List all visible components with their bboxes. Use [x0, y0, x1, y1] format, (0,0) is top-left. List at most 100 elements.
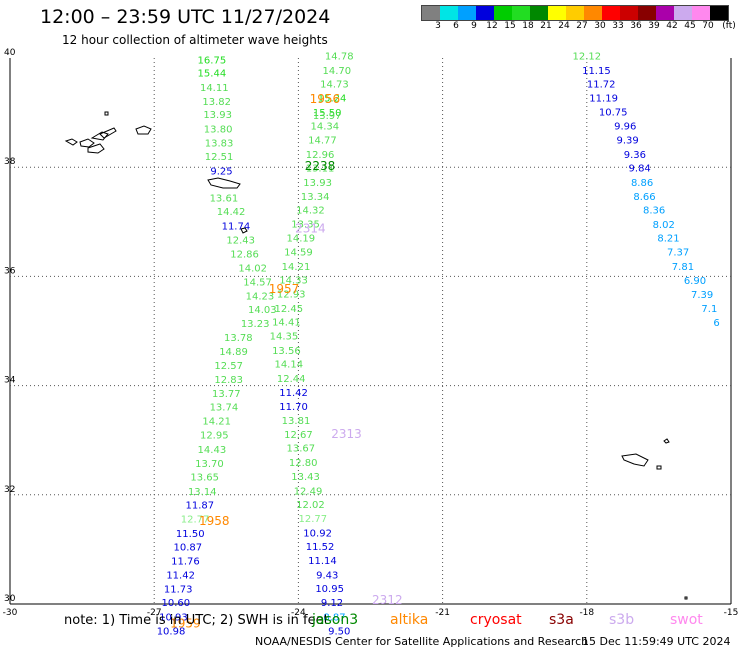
colorbar-label: 9: [471, 21, 477, 31]
wave-height-value: 13.70: [195, 459, 224, 470]
coastline-island: [663, 438, 670, 444]
colorbar-label: 45: [684, 21, 696, 31]
colorbar-label: (ft): [722, 21, 736, 31]
wave-height-value: 12.96: [306, 150, 335, 161]
wave-height-value: 7.37: [667, 248, 689, 259]
wave-height-value: 10.87: [174, 542, 203, 553]
colorbar-label: 21: [540, 21, 552, 31]
coastline-island: [99, 127, 117, 139]
wave-height-value: 14.89: [219, 347, 248, 358]
wave-height-value: 16.75: [198, 55, 227, 66]
colorbar-swatch: [656, 6, 674, 20]
coastline-island: [90, 131, 109, 141]
wave-height-value: 13.56: [272, 346, 301, 357]
wave-height-value: 15.50: [313, 108, 342, 119]
wave-height-value: 14.33: [279, 275, 308, 286]
coastline-island: [64, 138, 78, 146]
wave-height-value: 14.59: [284, 248, 313, 259]
wave-height-value: 13.97: [313, 111, 342, 122]
wave-height-value: 10.75: [599, 107, 628, 118]
wave-height-value: 14.34: [311, 122, 340, 133]
colorbar-swatch: [530, 6, 548, 20]
x-tick-label: -21: [435, 608, 450, 618]
wave-height-value: 14.41: [272, 318, 301, 329]
colorbar-label: 33: [612, 21, 624, 31]
colorbar-label: 70: [702, 21, 714, 31]
wave-height-value: 12.02: [296, 500, 325, 511]
coastline-island: [684, 596, 688, 600]
mission-label-cryosat: cryosat: [470, 612, 522, 628]
wave-height-value: 13.77: [212, 389, 241, 400]
wave-height-value: 9.25: [210, 166, 232, 177]
wave-height-value: 13.11: [306, 164, 335, 175]
wave-height-value: 14.21: [282, 262, 311, 273]
wave-height-value: 8.86: [631, 178, 653, 189]
colorbar-swatch: [422, 6, 440, 20]
page-title: 12:00 – 23:59 UTC 11/27/2024: [40, 6, 331, 28]
mission-label-altika: altika: [390, 612, 429, 628]
wave-height-value: 14.78: [325, 52, 354, 63]
coastline-island: [656, 465, 662, 470]
wave-height-value: 12.77: [181, 515, 210, 526]
wave-height-value: 13.35: [291, 219, 320, 230]
wave-height-value: 12.67: [284, 430, 313, 441]
wave-height-value: 10.92: [303, 528, 332, 539]
wave-height-value: 11.14: [308, 556, 337, 567]
colorbar-swatch: [458, 6, 476, 20]
colorbar-label: 6: [453, 21, 459, 31]
pass-time-label: 1959: [170, 616, 201, 630]
wave-height-value: 11.15: [582, 66, 611, 77]
y-tick-label: 36: [4, 266, 16, 276]
wave-height-value: 13.93: [203, 110, 232, 121]
footer-credit: NOAA/NESDIS Center for Satellite Applica…: [255, 635, 589, 648]
pass-time-label: 2238: [305, 159, 336, 173]
colorbar-label: 3: [435, 21, 441, 31]
wave-height-value: 9.12: [321, 598, 343, 609]
wave-height-value: 12.44: [277, 374, 306, 385]
wave-height-value: 13.67: [286, 444, 315, 455]
pass-time-label: 2312: [372, 593, 403, 607]
colorbar-swatch: [512, 6, 530, 20]
colorbar-label: 27: [576, 21, 588, 31]
wave-height-value: 14.03: [248, 305, 277, 316]
coastlines: [64, 111, 688, 600]
wave-height-value: 6: [713, 318, 719, 329]
wave-height-value: 12.12: [572, 52, 601, 63]
wave-height-value: 7.81: [672, 262, 694, 273]
wave-height-value: 9.84: [629, 164, 651, 175]
coastline-island: [79, 138, 95, 148]
y-tick-label: 32: [4, 485, 15, 495]
wave-height-value: 11.19: [589, 94, 618, 105]
colorbar-swatch: [476, 6, 494, 20]
mission-label-swot: swot: [670, 612, 703, 628]
y-tick-label: 30: [4, 594, 16, 604]
wave-height-value: 11.87: [186, 500, 215, 511]
colorbar-swatch: [440, 6, 458, 20]
coastline-island: [87, 143, 105, 154]
x-tick-label: -15: [724, 608, 739, 618]
colorbar-swatch: [566, 6, 584, 20]
footer-generated: 15 Dec 11:59:49 UTC 2024: [582, 635, 731, 648]
colorbar-swatch: [602, 6, 620, 20]
colorbar-label: 42: [666, 21, 678, 31]
colorbar-swatch: [494, 6, 512, 20]
colorbar-swatch: [692, 6, 710, 20]
map-frame: [9, 58, 732, 605]
wave-height-value: 14.21: [202, 416, 231, 427]
wave-height-value: 8.66: [633, 192, 655, 203]
wave-height-value: 12.86: [230, 249, 259, 260]
axis-ticks: -30 -27 -24 -21 -18 -15 30 32 34 36 38 40: [3, 48, 739, 618]
wave-height-value: 13.14: [188, 487, 217, 498]
pass-time-label: 1956: [310, 92, 341, 106]
wave-height-value: 10.95: [315, 584, 344, 595]
mission-label-s3b: s3b: [609, 612, 635, 628]
wave-height-value: 13.83: [205, 138, 234, 149]
wave-height-value: 12.43: [226, 236, 255, 247]
wave-height-value: 13.74: [210, 403, 239, 414]
wave-height-value: 12.49: [294, 486, 323, 497]
wave-height-value: 13.82: [202, 97, 231, 108]
pass-time-label: 2314: [295, 222, 326, 236]
y-tick-label: 40: [4, 48, 16, 58]
wave-height-value: 8.87: [323, 612, 345, 623]
colorbar-label: 36: [630, 21, 642, 31]
